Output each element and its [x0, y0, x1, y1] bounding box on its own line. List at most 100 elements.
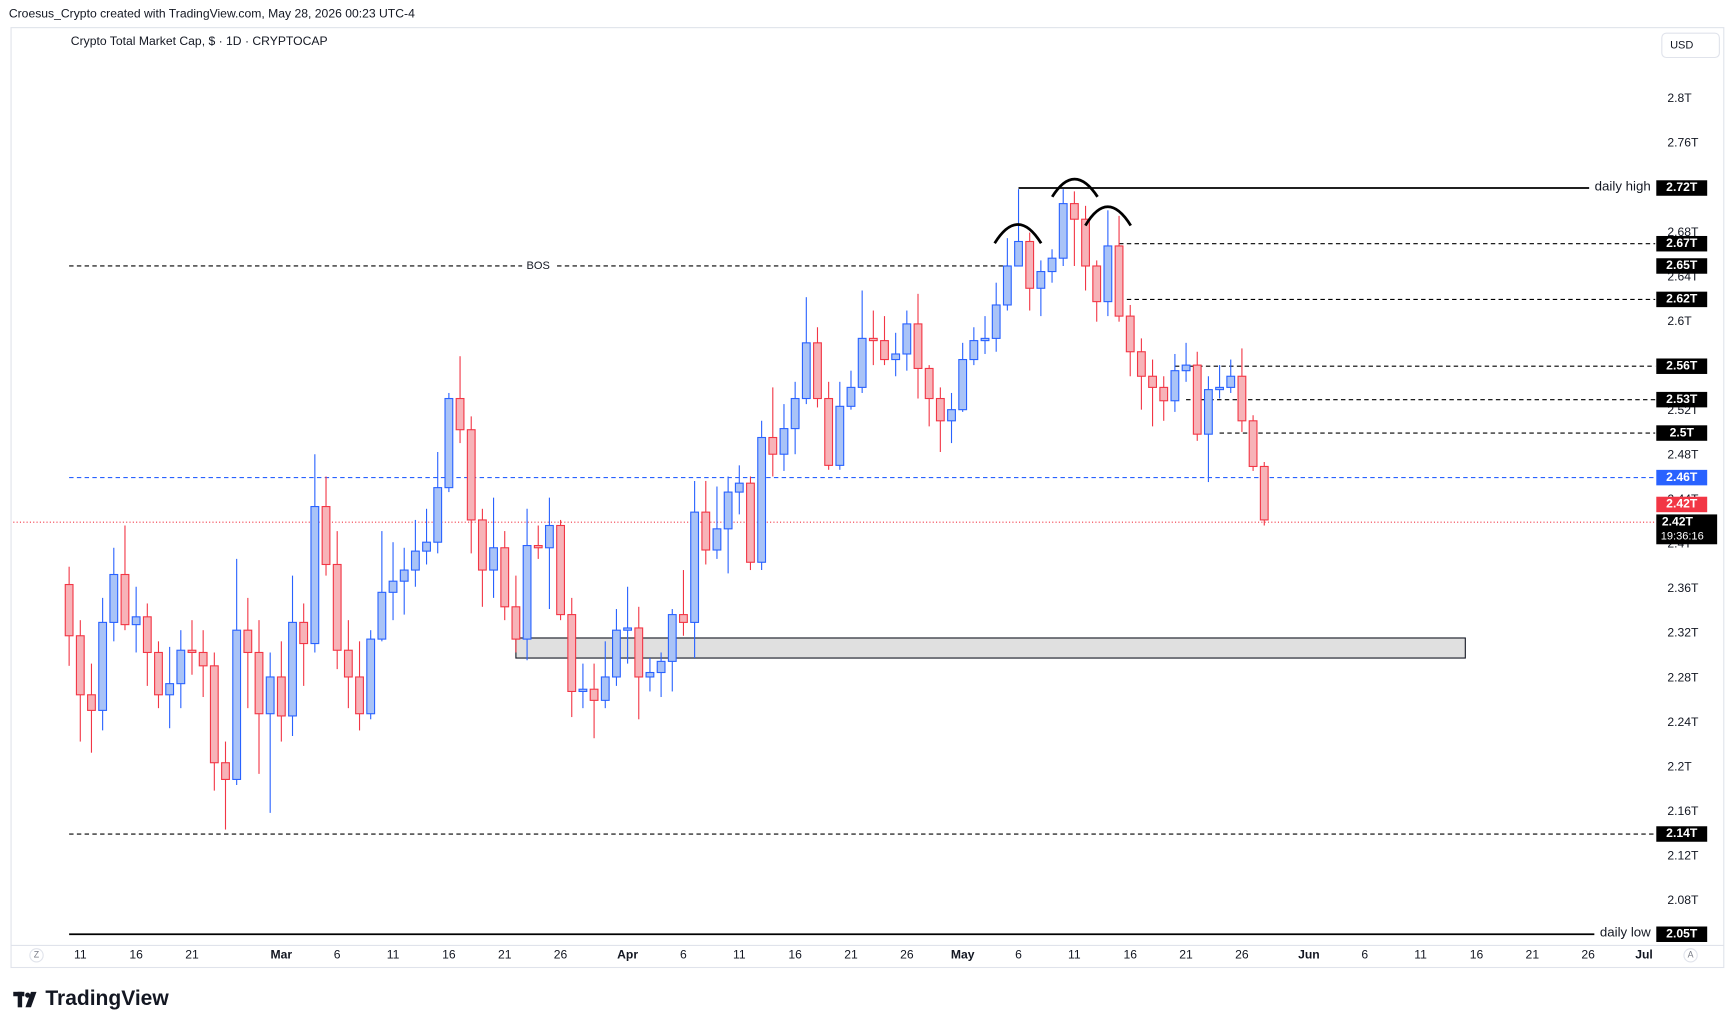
candle-body: [544, 524, 554, 549]
x-tick-label: 16: [129, 948, 143, 962]
candle-body: [1259, 465, 1269, 521]
x-tick-label: 11: [74, 948, 87, 962]
candle-body: [310, 506, 320, 645]
candle-body: [924, 367, 934, 400]
logo-part: [25, 992, 31, 998]
candle-body: [165, 683, 175, 696]
candle-body: [980, 337, 990, 342]
arc: [1084, 205, 1132, 227]
x-tick-label: 6: [1015, 948, 1022, 962]
chart-title: Crypto Total Market Cap, $ · 1D · CRYPTO…: [71, 34, 328, 48]
currency-button[interactable]: [1661, 32, 1720, 59]
candle-body: [1203, 389, 1213, 435]
candle-body: [1159, 386, 1169, 402]
candle-body: [947, 409, 956, 422]
candle-body: [500, 547, 510, 608]
x-tick-label: 26: [554, 948, 568, 962]
y-tick-label: 2.2T: [1667, 759, 1692, 773]
candle-body: [667, 614, 677, 662]
candle-body: [935, 397, 945, 422]
candle-body: [1069, 203, 1079, 220]
price-axis: 2.08T 2.12T 2.16T 2.2T 2.24T 2.28T 2.32T 2.36T 2…: [1656, 91, 1718, 942]
candle-body: [288, 621, 297, 717]
candle-body: [1114, 245, 1124, 317]
candle-body: [645, 671, 655, 678]
candle-body: [455, 397, 465, 431]
arc: [993, 223, 1043, 244]
y-tick-label: 2.76T: [1667, 136, 1699, 150]
candle-body: [1148, 375, 1157, 388]
level-price-label-box: [1656, 291, 1708, 308]
candle-body: [679, 614, 688, 623]
candle-body: [846, 386, 856, 407]
candle-body: [712, 528, 722, 551]
candle-body: [1103, 245, 1113, 303]
level-price-label-box: [1656, 391, 1708, 408]
x-tick-label: Mar: [271, 948, 293, 962]
candle-body: [377, 591, 387, 640]
candle-body: [232, 629, 242, 780]
level-price-label-box: [1656, 180, 1708, 196]
candle-body: [913, 323, 923, 370]
candle-body: [612, 629, 621, 678]
level-price-label: 2.05T: [1666, 926, 1698, 940]
candle-body: [824, 397, 834, 466]
candle-body: [1181, 364, 1191, 372]
level-price-label-box: [1656, 358, 1708, 374]
zoom-button[interactable]: [29, 948, 44, 963]
x-tick-label: 6: [334, 948, 341, 962]
x-tick-label: 11: [733, 948, 746, 962]
candle-body: [556, 524, 566, 616]
candle-body: [1170, 370, 1180, 402]
candle-body: [343, 649, 353, 678]
auto-scale-button[interactable]: [1683, 948, 1698, 963]
candle-body: [422, 541, 431, 552]
candle-body: [600, 676, 610, 701]
y-tick-label: 2.12T: [1667, 849, 1699, 863]
candle-body: [1125, 315, 1135, 353]
candle-body: [243, 629, 253, 654]
x-tick-label: 11: [387, 948, 400, 962]
y-tick-label: 2.24T: [1667, 715, 1699, 729]
level-price-label-box: [1656, 258, 1708, 274]
level-note: daily low: [1600, 925, 1651, 940]
candle-body: [578, 688, 588, 693]
candle-body: [634, 627, 644, 678]
candle-body: [701, 511, 711, 551]
arc: [1051, 177, 1099, 198]
x-tick-label: 26: [1581, 948, 1595, 962]
candle-body: [1215, 386, 1225, 391]
y-tick-label: 2.36T: [1667, 581, 1699, 595]
candle-body: [656, 660, 666, 674]
candle-body: [444, 397, 454, 489]
last-price-label: 2.42T: [1666, 497, 1698, 511]
candle-body: [221, 762, 230, 780]
level-price-label: 2.72T: [1666, 180, 1698, 194]
candle-body: [891, 353, 901, 361]
x-tick-label: 16: [788, 948, 802, 962]
candle-body: [321, 506, 331, 566]
candle-body: [477, 519, 487, 571]
candle-body: [746, 482, 755, 563]
candle-body: [991, 304, 1001, 339]
level-note: daily high: [1595, 178, 1651, 193]
candle-body: [75, 635, 85, 696]
level-price-label-box: [1656, 425, 1708, 441]
candle-body: [154, 651, 163, 696]
y-tick-label: 2.32T: [1667, 626, 1699, 640]
x-tick-label: 16: [1123, 948, 1137, 962]
candle-body: [1092, 265, 1102, 303]
candle-body: [902, 323, 912, 355]
attribution: Croesus_Crypto created with TradingView.…: [9, 7, 415, 21]
level-price-label: 2.5T: [1670, 425, 1695, 439]
level-price-label-box: [1656, 235, 1708, 252]
auto-scale-label: A: [1688, 950, 1694, 960]
candle-body: [1002, 265, 1012, 306]
candle-body: [958, 358, 968, 411]
candle-body: [209, 665, 219, 764]
level-price-label: 2.67T: [1666, 236, 1698, 250]
zone: [515, 637, 1466, 659]
candle-body: [801, 342, 811, 400]
candle-body: [522, 544, 532, 640]
